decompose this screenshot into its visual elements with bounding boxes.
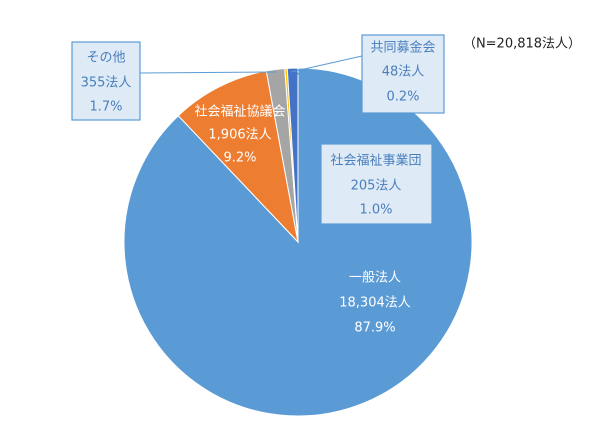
slice-name: 共同募金会 [370, 40, 435, 56]
leader-line [139, 71, 277, 74]
slice-percent: 1.7% [89, 100, 122, 115]
slice-percent: 0.2% [386, 90, 419, 105]
pie-slice [286, 67, 299, 243]
leader-line [290, 55, 363, 73]
slice-count: 205法人 [351, 179, 402, 194]
slice-count: 355法人 [81, 76, 132, 91]
slice-percent: 1.0% [359, 203, 392, 218]
slice-percent: 9.2% [223, 151, 256, 166]
callout-box [320, 143, 433, 225]
callout-box [361, 34, 445, 114]
slice-count: 18,304法人 [339, 296, 411, 311]
slice-name: その他 [86, 51, 125, 66]
callout-box [71, 41, 141, 121]
slice-name: 一般法人 [349, 270, 401, 286]
chart-note: （N=20,818法人） [463, 37, 581, 52]
slice-name: 社会福祉協議会 [194, 104, 285, 120]
slice-percent: 87.9% [354, 321, 395, 336]
slice-count: 1,906法人 [208, 128, 271, 143]
slice-count: 48法人 [382, 65, 425, 80]
slice-name: 社会福祉事業団 [330, 153, 421, 169]
leader-line [296, 71, 343, 145]
